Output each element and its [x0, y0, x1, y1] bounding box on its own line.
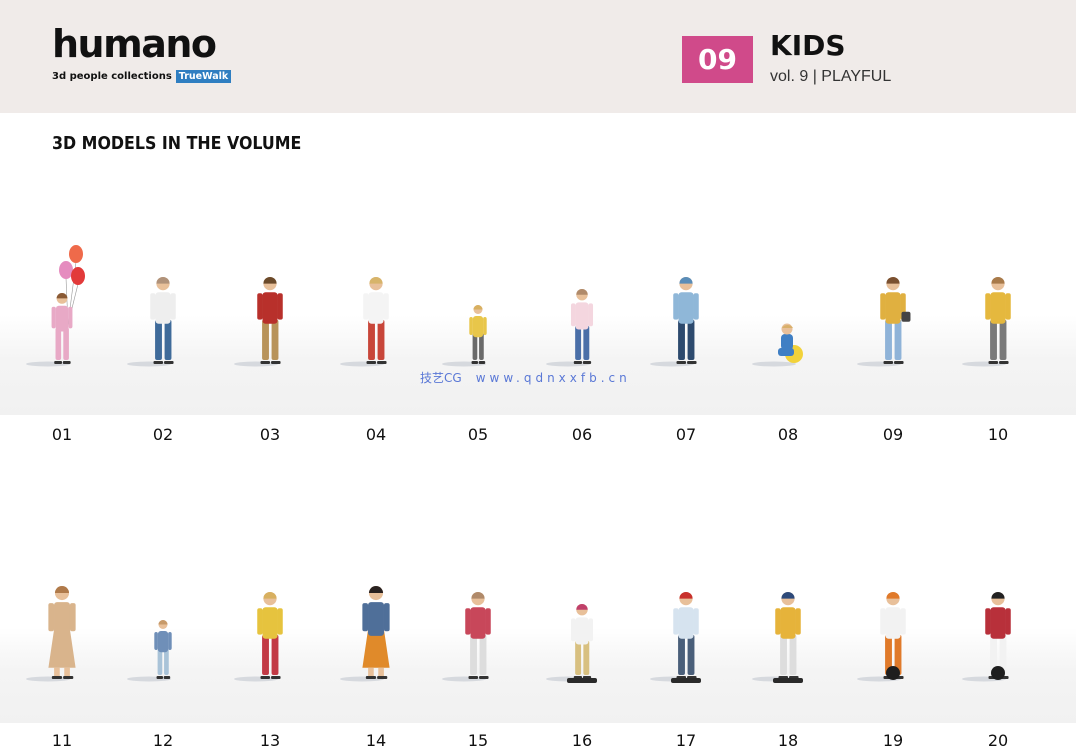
model-number-06: 06 — [571, 425, 593, 444]
model-number-12: 12 — [152, 731, 174, 750]
watermark: 技艺CG www.qdnxxfb.cn — [420, 369, 631, 386]
model-figure-06[interactable] — [546, 288, 632, 383]
model-number-09: 09 — [882, 425, 904, 444]
model-number-18: 18 — [777, 731, 799, 750]
logo-tagline: 3d people collections — [52, 71, 172, 82]
model-figure-05[interactable] — [442, 304, 528, 383]
model-number-05: 05 — [467, 425, 489, 444]
model-number-11: 11 — [51, 731, 73, 750]
model-figure-03[interactable] — [234, 276, 320, 383]
model-number-15: 15 — [467, 731, 489, 750]
model-number-08: 08 — [777, 425, 799, 444]
model-figure-02[interactable] — [127, 276, 213, 383]
model-figure-01[interactable] — [26, 244, 112, 383]
model-figure-19[interactable] — [857, 591, 943, 698]
model-figure-12[interactable] — [127, 619, 213, 698]
section-title: 3D MODELS IN THE VOLUME — [52, 133, 302, 154]
model-figure-09[interactable] — [857, 276, 943, 383]
model-figure-15[interactable] — [442, 591, 528, 698]
logo-subline: 3d people collections TrueWalk — [52, 70, 232, 83]
volume-title: KIDS — [770, 29, 846, 62]
volume-subtitle: vol. 9 | PLAYFUL — [770, 68, 892, 85]
watermark-cn: 技艺CG — [420, 371, 462, 385]
model-number-14: 14 — [365, 731, 387, 750]
model-figure-10[interactable] — [962, 276, 1048, 383]
model-figure-11[interactable] — [26, 585, 112, 698]
model-number-02: 02 — [152, 425, 174, 444]
model-figure-14[interactable] — [340, 585, 426, 698]
model-figure-07[interactable] — [650, 276, 736, 383]
watermark-url: www.qdnxxfb.cn — [475, 371, 631, 385]
brand-logo[interactable]: humano 3d people collections TrueWalk — [52, 22, 232, 83]
logo-wordmark: humano — [52, 22, 217, 66]
header-band: humano 3d people collections TrueWalk 09… — [0, 0, 1076, 113]
model-figure-13[interactable] — [234, 591, 320, 698]
model-number-17: 17 — [675, 731, 697, 750]
model-number-03: 03 — [259, 425, 281, 444]
volume-number-badge: 09 — [682, 36, 753, 83]
truewalk-badge: TrueWalk — [175, 70, 232, 83]
model-number-19: 19 — [882, 731, 904, 750]
model-number-07: 07 — [675, 425, 697, 444]
model-number-10: 10 — [987, 425, 1009, 444]
model-number-13: 13 — [259, 731, 281, 750]
model-figure-17[interactable] — [650, 591, 736, 698]
model-figure-18[interactable] — [752, 591, 838, 698]
model-figure-08[interactable] — [752, 323, 838, 383]
model-number-16: 16 — [571, 731, 593, 750]
model-number-20: 20 — [987, 731, 1009, 750]
model-figure-16[interactable] — [546, 603, 632, 698]
model-figure-20[interactable] — [962, 591, 1048, 698]
model-number-01: 01 — [51, 425, 73, 444]
model-number-04: 04 — [365, 425, 387, 444]
model-figure-04[interactable] — [340, 276, 426, 383]
